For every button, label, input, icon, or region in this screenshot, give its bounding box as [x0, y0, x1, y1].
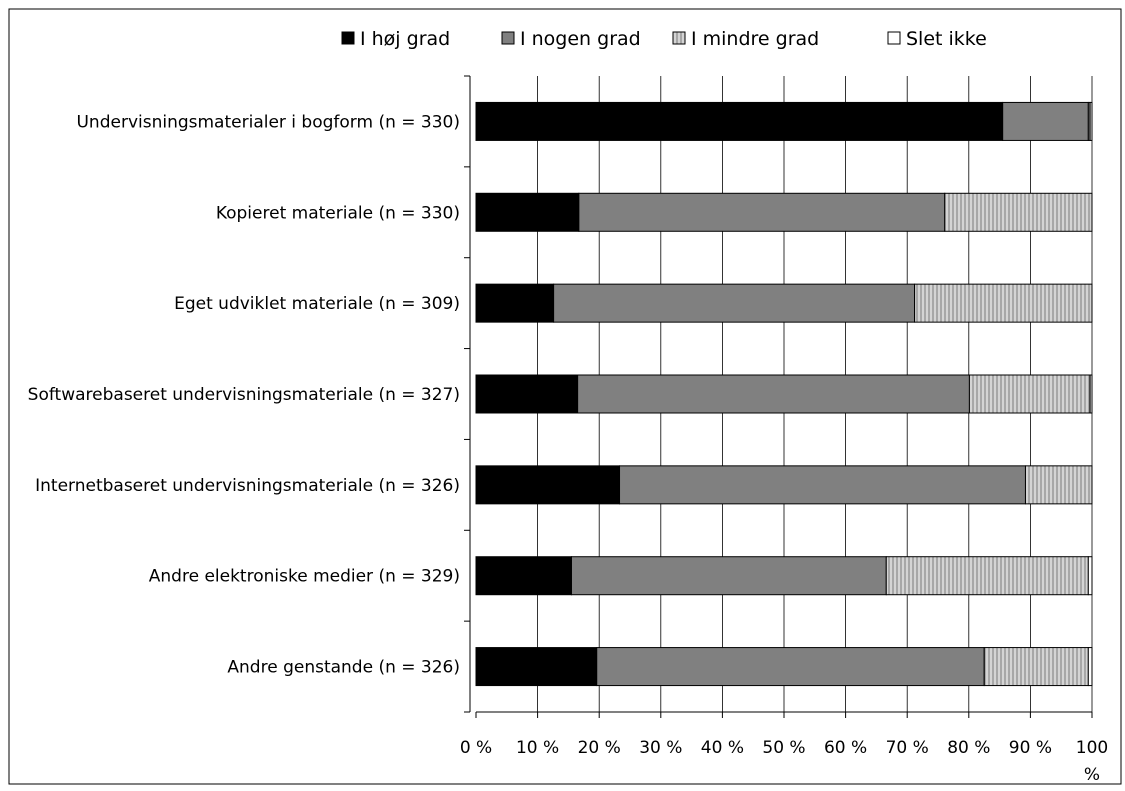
bar-segment — [1087, 556, 1093, 596]
bar-segment — [1089, 101, 1093, 141]
category-label: Internetbaseret undervisningsmateriale (… — [35, 476, 460, 496]
bar-segment — [570, 556, 887, 596]
legend-swatch — [672, 31, 686, 45]
bar-segment — [475, 556, 572, 596]
bar-segment — [596, 647, 985, 687]
bar-segment — [1087, 647, 1093, 687]
legend-label: I mindre grad — [691, 28, 819, 50]
legend-swatch — [341, 31, 355, 45]
category-label: Softwarebaseret undervisningsmateriale (… — [28, 385, 460, 405]
x-tick-label: 60 % — [824, 738, 867, 758]
bar-segment — [553, 283, 916, 323]
bar-segment — [1089, 374, 1093, 414]
x-tick-label: 80 % — [947, 738, 990, 758]
x-tick-label: 20 % — [578, 738, 621, 758]
category-label: Andre genstande (n = 326) — [227, 658, 460, 678]
legend-label: I nogen grad — [520, 28, 641, 50]
bar-segment — [578, 192, 946, 232]
x-tick-label: 40 % — [701, 738, 744, 758]
category-label: Undervisningsmaterialer i bogform (n = 3… — [76, 112, 460, 132]
legend-label: Slet ikke — [906, 28, 987, 50]
category-label: Andre elektroniske medier (n = 329) — [149, 567, 460, 587]
bar-segment — [914, 283, 1093, 323]
bar-segment — [944, 192, 1093, 232]
legend-label: I høj grad — [360, 28, 450, 50]
bar-segment — [475, 192, 580, 232]
bar-segment — [475, 101, 1004, 141]
legend-swatch — [887, 31, 901, 45]
bars — [475, 101, 1093, 687]
legend: I høj grad I nogen grad I mindre grad Slet … — [341, 28, 987, 50]
bar-segment — [968, 374, 1091, 414]
x-tick-label: 70 % — [886, 738, 929, 758]
category-label: Eget udviklet materiale (n = 309) — [174, 294, 460, 314]
bar-segment — [577, 374, 970, 414]
x-tick-label: 100% — [1076, 738, 1108, 785]
x-tick-label: 10 % — [516, 738, 559, 758]
legend-swatch — [501, 31, 515, 45]
bar-segment — [475, 283, 555, 323]
category-label: Kopieret materiale (n = 330) — [216, 203, 460, 223]
category-labels: Undervisningsmaterialer i bogform (n = 3… — [28, 112, 460, 677]
bar-segment — [619, 465, 1026, 505]
bar-segment — [475, 374, 579, 414]
bar-segment — [1024, 465, 1093, 505]
bar-segment — [983, 647, 1089, 687]
bar-segment — [475, 647, 598, 687]
bar-segment — [885, 556, 1089, 596]
bar-segment — [475, 465, 621, 505]
axes: 0 % 10 % 20 % 30 % 40 % 50 % 60 % 70 % 80 % 90 % 1… — [460, 75, 1108, 785]
x-tick-label: 50 % — [762, 738, 805, 758]
x-tick-label: 90 % — [1009, 738, 1052, 758]
x-tick-label: 30 % — [639, 738, 682, 758]
bar-segment — [1002, 101, 1089, 141]
x-tick-label: 0 % — [460, 738, 492, 758]
